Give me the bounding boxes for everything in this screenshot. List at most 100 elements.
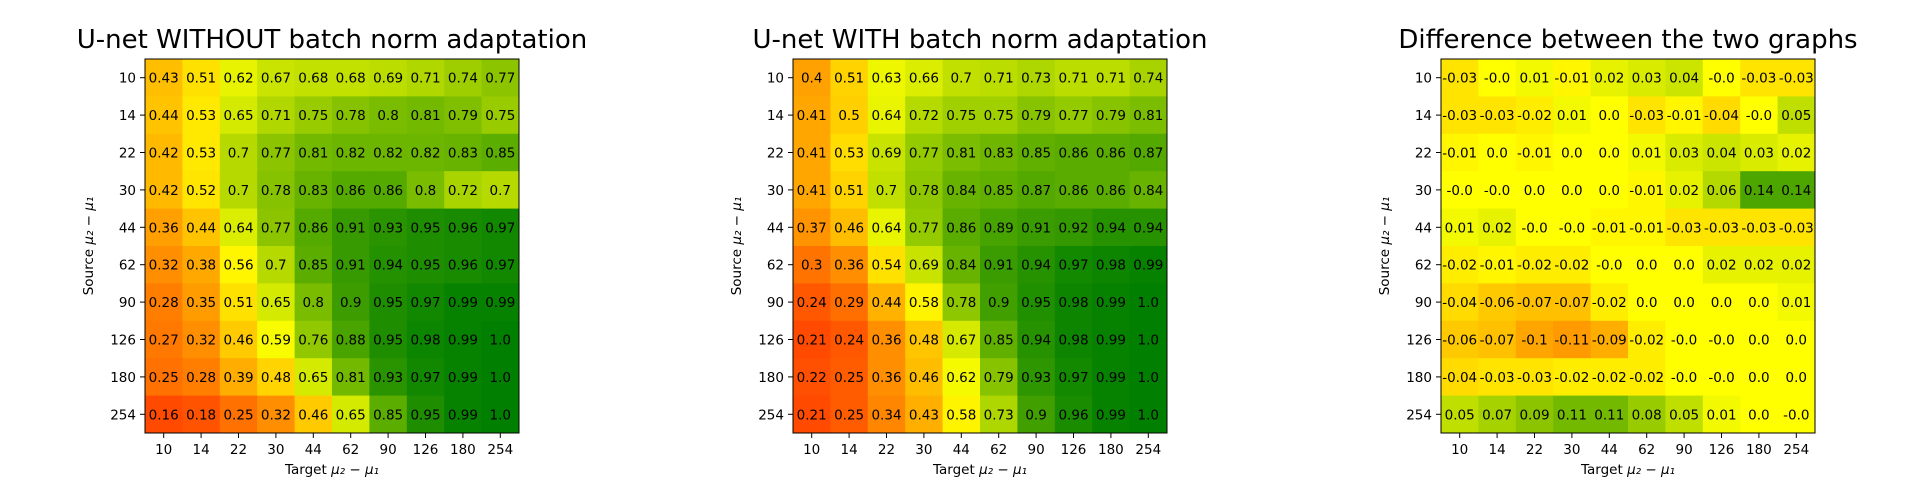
heatmap-cell [1515,320,1554,359]
cell-value-label: 0.91 [336,258,366,274]
cell-value-label: 1.0 [1138,370,1159,386]
heatmap-cell [1777,320,1816,359]
y-axis-label: Source μ₂ − μ₁ [81,197,97,296]
cell-value-label: 0.82 [336,146,366,162]
cell-value-label: 0.77 [485,71,515,87]
cell-value-label: 0.85 [984,183,1014,199]
heatmap-cell [1515,133,1554,172]
cell-value-label: 0.95 [373,295,403,311]
cell-value-label: 0.0 [1711,295,1732,311]
x-tick-label: 254 [487,442,513,458]
x-tick-label: 44 [305,442,322,458]
heatmap-cell [1702,283,1741,322]
heatmap-cell [1628,395,1666,434]
heatmap-cell [942,395,981,434]
cell-value-label: -0.07 [1517,295,1552,311]
cell-value-label: 0.0 [1486,146,1507,162]
cell-value-label: 0.58 [946,407,976,423]
cell-value-label: 0.71 [410,71,440,87]
cell-value-label: 0.75 [298,108,328,124]
cell-value-label: 0.84 [1133,183,1163,199]
heatmap-cell [1740,171,1778,209]
cell-value-label: 0.01 [1519,71,1549,87]
heatmap-cell [1478,283,1517,322]
heatmap-cell [444,171,482,209]
cell-value-label: -0.03 [1480,108,1515,124]
cell-value-label: 0.84 [946,183,976,199]
cell-value-label: -0.03 [1442,71,1477,87]
cell-value-label: 0.01 [1632,146,1662,162]
heatmap-cell [1054,171,1093,209]
cell-value-label: 0.0 [1599,108,1620,124]
heatmap-cell [369,96,408,135]
heatmap-cell [1665,358,1704,396]
heatmap-cell [980,320,1018,359]
cell-value-label: 0.0 [1561,146,1582,162]
heatmap-cell [182,171,221,209]
x-axis-label-math: μ₂ − μ₁ [1626,462,1675,478]
cell-value-label: -0.1 [1521,333,1547,349]
cell-value-label: 0.92 [1058,220,1088,236]
cell-value-label: -0.06 [1442,333,1477,349]
cell-value-label: 0.42 [149,183,179,199]
cell-value-label: 0.78 [261,183,291,199]
cell-value-label: 0.36 [149,220,179,236]
x-tick-label: 254 [1783,442,1809,458]
cell-value-label: 0.78 [946,295,976,311]
cell-value-label: 0.7 [951,71,972,87]
cell-value-label: 0.43 [909,407,939,423]
heatmap-cell [980,395,1018,434]
heatmap-cell [1740,246,1778,284]
heatmap-cell [905,59,943,97]
heatmap-cell [1665,283,1704,322]
heatmap-cell [1628,358,1666,396]
cell-value-label: 0.67 [946,333,976,349]
heatmap-cell [830,171,869,209]
heatmap-cell [444,320,482,359]
x-tick-label: 62 [990,442,1007,458]
heatmap-cell [867,246,906,284]
cell-value-label: 0.28 [186,370,216,386]
x-tick-label: 126 [1709,442,1735,458]
heatmap-cell [444,395,482,434]
heatmap-cell [1515,246,1554,284]
heatmap-cell [257,96,295,135]
cell-value-label: 0.99 [485,295,515,311]
cell-value-label: 0.64 [223,220,253,236]
heatmap-cell [1092,133,1130,172]
heatmap-cell [406,246,445,284]
y-axis-label-math: μ₂ − μ₁ [1377,197,1393,246]
cell-value-label: 0.75 [946,108,976,124]
y-tick-label: 14 [119,108,136,124]
heatmap-cell [219,246,258,284]
heatmap-cell [1665,96,1704,135]
heatmap-cell [219,96,258,135]
cell-value-label: 0.77 [909,146,939,162]
y-tick-label: 44 [1415,220,1432,236]
heatmap-cell [294,133,333,172]
cell-value-label: 0.86 [336,183,366,199]
cell-value-label: 0.62 [223,71,253,87]
cell-value-label: -0.04 [1704,108,1739,124]
heatmap-cell [182,96,221,135]
heatmap-cell [793,96,831,135]
x-tick-label: 10 [803,442,820,458]
heatmap-cell [830,283,869,322]
heatmap-cell [294,208,333,247]
cell-value-label: 0.94 [373,258,403,274]
cell-value-label: 0.78 [336,108,366,124]
heatmap-cell [1553,320,1591,359]
cell-value-label: 0.7 [490,183,511,199]
heatmap-cell [793,133,831,172]
cell-value-label: -0.03 [1741,71,1776,87]
heatmap-cell [182,208,221,247]
cell-value-label: 0.81 [298,146,328,162]
heatmap-cell [905,395,943,434]
heatmap-cell [830,358,869,396]
cell-value-label: 0.32 [186,333,216,349]
cell-value-label: 0.85 [984,333,1014,349]
cell-value-label: 0.16 [149,407,179,423]
cell-value-label: -0.0 [1708,71,1734,87]
cell-value-label: 0.69 [373,71,403,87]
heatmap-cell [332,395,370,434]
